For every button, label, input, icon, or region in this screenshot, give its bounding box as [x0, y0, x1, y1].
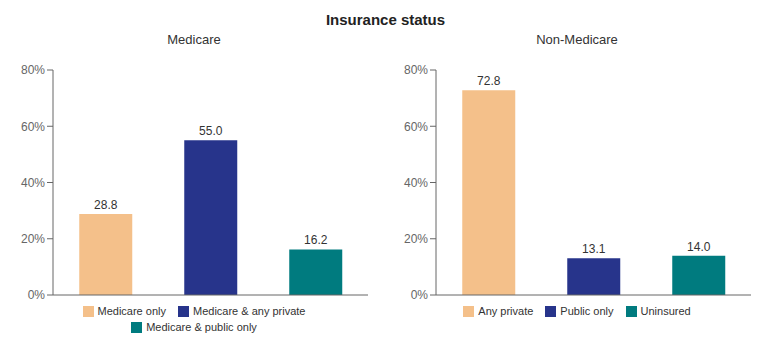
html-text:Uninsured: Uninsured: [640, 305, 691, 317]
svg-text:55.0: 55.0: [199, 124, 223, 138]
svg-text:14.0: 14.0: [687, 240, 711, 254]
html-text:Any private: Any private: [478, 305, 534, 317]
svg-text:40%: 40%: [21, 176, 45, 190]
svg-text:40%: 40%: [404, 176, 428, 190]
svg-text:20%: 20%: [404, 232, 428, 246]
svg-text:0%: 0%: [411, 288, 429, 302]
svg-text:13.1: 13.1: [582, 242, 606, 256]
html-text:Medicare & any private: Medicare & any private: [193, 305, 306, 317]
svg-text:72.8: 72.8: [477, 74, 501, 88]
html-text:Public only: Public only: [560, 305, 614, 317]
html-text:Medicare: Medicare: [167, 32, 221, 47]
html-text:Non-Medicare: Non-Medicare: [536, 32, 618, 47]
html-text:Medicare & public only: Medicare & public only: [146, 321, 257, 333]
svg-text:28.8: 28.8: [94, 198, 118, 212]
svg-text:80%: 80%: [404, 63, 428, 77]
svg-text:80%: 80%: [21, 63, 45, 77]
svg-text:16.2: 16.2: [304, 233, 328, 247]
svg-text:0%: 0%: [28, 288, 46, 302]
svg-text:60%: 60%: [21, 120, 45, 134]
svg-text:60%: 60%: [404, 120, 428, 134]
html-text:Medicare only: Medicare only: [97, 305, 166, 317]
html-text:Insurance status: Insurance status: [325, 11, 446, 28]
svg-text:20%: 20%: [21, 232, 45, 246]
